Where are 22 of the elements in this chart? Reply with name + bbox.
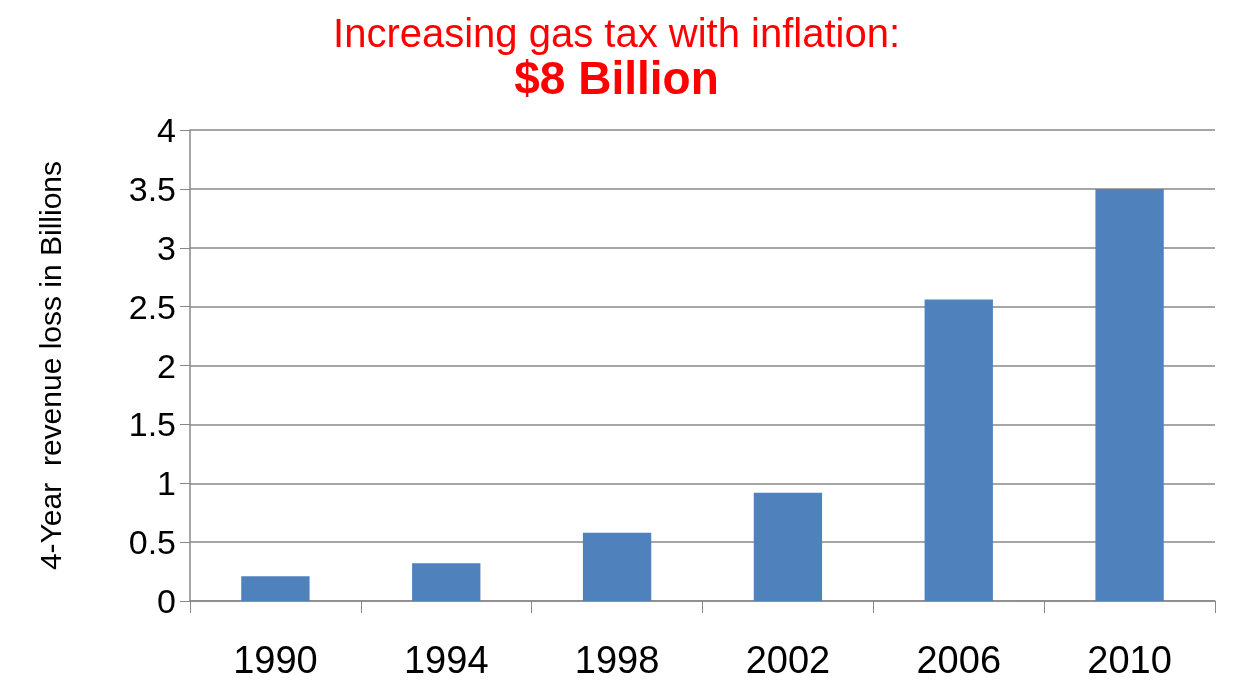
bar (412, 563, 481, 601)
bar (1095, 188, 1164, 601)
x-tick-label: 1990 (233, 639, 318, 681)
x-tick-label: 2006 (916, 639, 1002, 681)
y-tick-label: 4 (157, 111, 176, 149)
y-tick-label: 3.5 (128, 169, 176, 208)
y-axis-title: 4-Year revenue loss in Billions (33, 160, 67, 571)
bar (241, 576, 310, 601)
y-tick-label: 2.5 (128, 287, 176, 326)
y-tick-label: 1.5 (128, 405, 176, 444)
x-tick-label: 2010 (1087, 639, 1172, 681)
y-tick-label: 1 (157, 464, 176, 503)
y-tick-label: 0.5 (128, 523, 176, 562)
bar (582, 532, 652, 601)
bar (924, 299, 993, 601)
x-tick-label: 2002 (745, 639, 831, 681)
x-tick-label: 1998 (574, 639, 660, 681)
bar (753, 492, 823, 601)
x-tick-label: 1994 (403, 639, 489, 681)
y-tick-label: 0 (157, 582, 176, 620)
y-tick-label: 3 (157, 228, 176, 267)
y-tick-label: 2 (157, 346, 176, 385)
